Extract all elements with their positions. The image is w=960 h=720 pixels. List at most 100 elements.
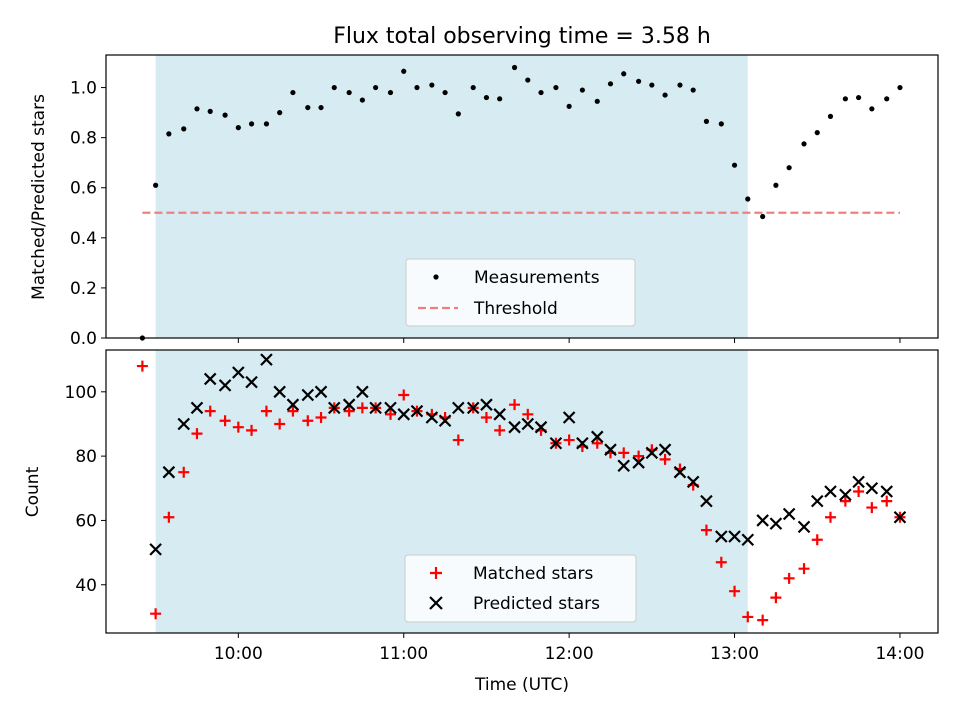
measurement-point <box>636 78 642 84</box>
legend-predicted-label: Predicted stars <box>473 594 600 614</box>
predicted-star-point <box>493 408 506 421</box>
ratio-series-1 <box>139 64 903 341</box>
measurement-point <box>181 126 187 132</box>
count-series-2 <box>149 353 907 556</box>
matched-star-point <box>783 572 795 584</box>
measurement-point <box>827 113 834 119</box>
predicted-star-point <box>410 404 424 418</box>
x-tick-label: 11:00 <box>379 644 428 664</box>
predicted-star-point <box>245 375 258 389</box>
predicted-star-point <box>617 459 631 473</box>
x-tick-label: 12:00 <box>545 644 594 664</box>
measurement-point <box>222 112 228 118</box>
measurement-point <box>331 84 337 91</box>
predicted-star-point <box>810 494 824 508</box>
predicted-star-point <box>562 411 576 424</box>
matched-star-point <box>246 424 258 436</box>
predicted-star-point <box>425 411 439 424</box>
measurement-point <box>607 81 614 87</box>
ratio-y-tick-label: 0.2 <box>70 279 97 299</box>
predicted-star-point <box>549 436 563 450</box>
predicted-star-point <box>286 398 300 411</box>
predicted-star-point <box>576 436 589 450</box>
matched-star-point <box>150 608 162 620</box>
matched-star-point <box>480 412 492 424</box>
measurement-point <box>703 118 710 124</box>
predicted-star-point <box>203 372 217 386</box>
predicted-star-point <box>314 385 328 399</box>
legend-measurements-marker <box>433 274 439 280</box>
measurement-point <box>773 182 779 188</box>
measurement-point <box>786 165 792 171</box>
ratio-axes: 0.0 0.2 0.4 0.6 0.8 1.0 <box>70 79 901 349</box>
measurement-point <box>814 130 820 136</box>
measurement-point <box>649 82 655 88</box>
measurement-point <box>277 110 283 116</box>
ratio-panel-frame <box>105 54 939 339</box>
count-y-tick-label: 60 <box>75 511 97 531</box>
measurement-point <box>525 77 531 83</box>
matched-star-point <box>700 524 712 536</box>
predicted-star-point <box>508 420 521 434</box>
predicted-star-point <box>356 385 369 399</box>
measurement-point <box>248 121 255 127</box>
matched-star-point <box>219 415 231 427</box>
x-tick-label: 10:00 <box>214 644 263 664</box>
chart-title: Flux total observing time = 3.58 h <box>333 24 711 49</box>
measurement-point <box>359 97 365 103</box>
predicted-star-point <box>162 465 176 479</box>
measurement-point <box>414 84 420 91</box>
legend-matched-label: Matched stars <box>473 564 593 584</box>
matched-star-point <box>839 495 851 507</box>
ratio-y-tick-label: 0.6 <box>70 179 97 199</box>
matched-star-point <box>715 556 727 568</box>
measurement-point <box>401 68 407 74</box>
predicted-star-point <box>260 353 273 366</box>
measurement-point <box>566 103 572 109</box>
predicted-star-point <box>327 401 341 415</box>
measurement-point <box>842 96 848 102</box>
measurement-point <box>884 96 890 102</box>
measurement-point <box>897 84 903 91</box>
measurement-point <box>318 104 324 111</box>
matched-star-point <box>260 405 272 417</box>
measurement-point <box>718 121 724 127</box>
matched-star-point <box>494 424 506 436</box>
ratio-y-tick-label: 0.4 <box>70 229 97 249</box>
legend-matched-marker <box>430 567 442 579</box>
measurement-point <box>235 125 241 131</box>
measurement-point <box>387 89 394 96</box>
measurement-point <box>731 162 738 168</box>
predicted-star-point <box>232 366 245 379</box>
predicted-star-point <box>782 507 796 521</box>
measurement-point <box>483 94 490 101</box>
measurement-point <box>621 71 627 77</box>
predicted-star-point <box>342 398 356 411</box>
measurement-point <box>662 92 668 98</box>
count-panel-frame <box>105 349 939 634</box>
matched-star-point <box>824 511 836 523</box>
count-legend: Matched stars Predicted stars <box>404 554 637 623</box>
measurement-point <box>553 84 559 91</box>
measurement-point <box>677 82 683 88</box>
predicted-star-point <box>190 401 204 415</box>
predicted-star-point <box>741 533 755 547</box>
matched-star-point <box>757 614 769 626</box>
measurement-point <box>373 84 379 91</box>
matched-star-point <box>853 486 865 497</box>
predicted-star-point <box>715 530 728 543</box>
matched-star-point <box>163 511 175 523</box>
measurement-point <box>263 121 270 127</box>
predicted-star-point <box>438 414 452 428</box>
count-axes: 40 60 80 100 10:00 11:00 12:00 13:00 14:00 <box>65 383 925 664</box>
matched-star-point <box>385 408 397 420</box>
count-y-axis-label: Count <box>23 466 43 517</box>
matched-star-point <box>204 405 216 417</box>
predicted-star-point <box>839 488 852 501</box>
ratio-legend: Measurements Threshold <box>405 258 636 327</box>
matched-star-point <box>633 450 645 462</box>
predicted-star-point <box>218 379 232 392</box>
measurement-point <box>429 82 435 88</box>
matched-star-point <box>452 434 464 446</box>
predicted-star-point <box>797 520 811 534</box>
